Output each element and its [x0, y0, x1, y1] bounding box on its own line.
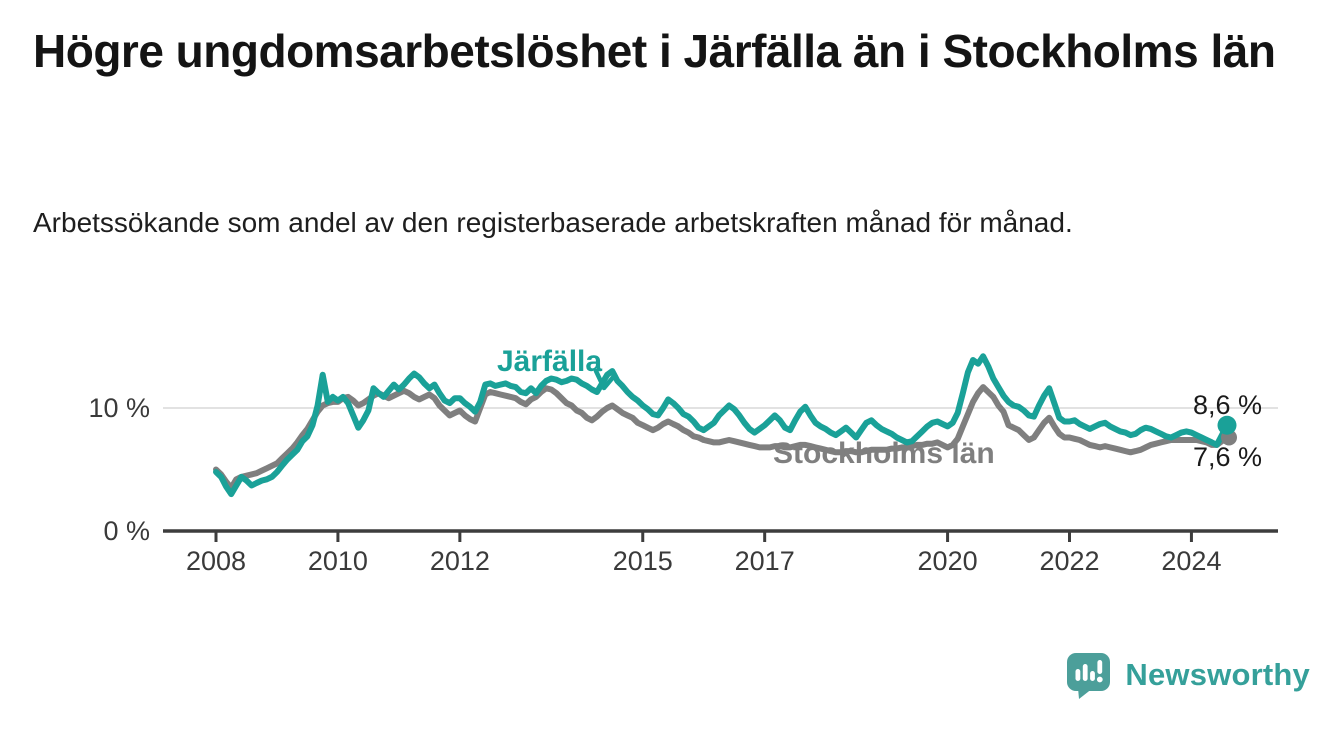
- y-tick-label-10: 10 %: [88, 393, 150, 423]
- x-tick-label: 2020: [918, 546, 978, 576]
- x-tick-label: 2017: [735, 546, 795, 576]
- newsworthy-logo: Newsworthy: [1065, 650, 1310, 700]
- chart-dynamic-layer: 2008 2010 2012 2015 2017 2020 2022 2024: [163, 353, 1278, 576]
- series-label-jarfalla: Järfälla: [497, 345, 602, 378]
- series-line-jarfalla: [213, 353, 1230, 498]
- end-value-label-stockholms-lan: 7,6 %: [1193, 442, 1262, 472]
- series-label-arrow-icon: [593, 368, 618, 391]
- end-value-label-jarfalla: 8,6 %: [1193, 390, 1262, 420]
- end-dot-jarfalla: [1217, 415, 1237, 435]
- newsworthy-logo-text: Newsworthy: [1125, 657, 1310, 692]
- x-tick-label: 2015: [613, 546, 673, 576]
- page-subtitle: Arbetssökande som andel av den registerb…: [33, 207, 1073, 238]
- page-title: Högre ungdomsarbetslöshet i Järfälla än …: [33, 25, 1276, 77]
- x-tick-label: 2010: [308, 546, 368, 576]
- x-tick-label: 2024: [1161, 546, 1221, 576]
- series-label-stockholms-lan: Stockholms län: [773, 437, 995, 470]
- x-tick-label: 2008: [186, 546, 246, 576]
- newsworthy-bubble-chart-icon: [1067, 653, 1111, 699]
- y-tick-label-0: 0 %: [103, 516, 150, 546]
- x-tick-label: 2022: [1039, 546, 1099, 576]
- x-tick-label: 2012: [430, 546, 490, 576]
